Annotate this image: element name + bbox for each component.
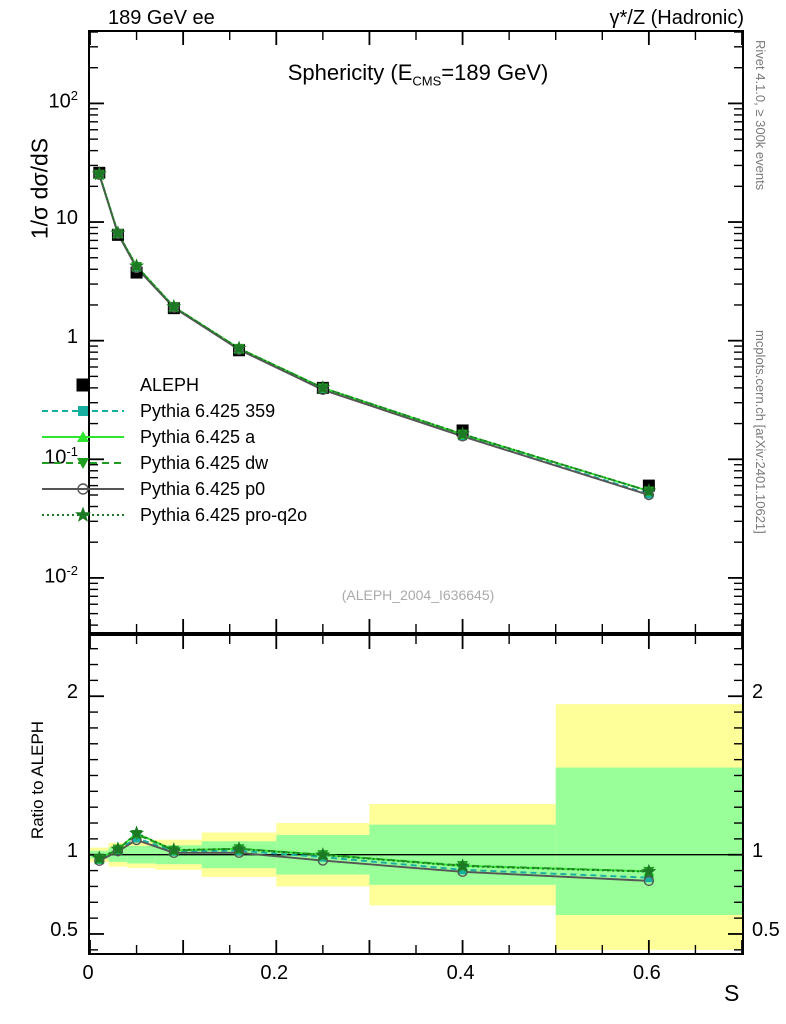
legend-label-0: ALEPH	[140, 374, 200, 395]
y-tick-ratio-right-2: 0.5	[752, 918, 780, 941]
ratio-plot-canvas	[90, 636, 742, 953]
plot-title-tail: =189 GeV)	[441, 60, 549, 85]
y-tick-ratio-right-1: 1	[752, 839, 764, 862]
header-left-label: 189 GeV ee	[108, 7, 215, 29]
header-right-label: γ*/Z (Hadronic)	[609, 7, 744, 29]
mcplots-note: mcplots.cern.ch [arXiv:2401.10621]	[753, 330, 768, 534]
legend-label-3: Pythia 6.425 dw	[140, 452, 269, 473]
y-tick-main-2: 1	[66, 325, 78, 348]
legend-item-2[interactable]: Pythia 6.425 a	[40, 424, 307, 450]
legend-key-square-icon	[40, 375, 126, 395]
legend-label-4: Pythia 6.425 p0	[140, 478, 266, 499]
legend-key-square-icon	[40, 401, 126, 421]
y-tick-ratio-left-2: 0.5	[50, 918, 78, 941]
y-tick-main-0: 102	[48, 88, 78, 114]
legend-label-2: Pythia 6.425 a	[140, 426, 256, 447]
legend-item-1[interactable]: Pythia 6.425 359	[40, 398, 307, 424]
x-tick-0: 0	[82, 962, 94, 984]
main-plot-canvas	[90, 32, 742, 632]
legend-key-triangle-down-icon	[40, 453, 126, 473]
analysis-id-watermark: (ALEPH_2004_I636645)	[341, 587, 495, 603]
x-axis-label: S	[724, 980, 740, 1006]
y-tick-ratio-left-0: 2	[66, 681, 78, 704]
plot-title-subscript: CMS	[412, 73, 442, 89]
y-tick-main-1: 10	[55, 207, 78, 230]
y-tick-ratio-right-0: 2	[752, 681, 764, 704]
rivet-version-note: Rivet 4.1.0, ≥ 300k events	[753, 40, 768, 191]
main-plot-panel: Sphericity (ECMS=189 GeV) (ALEPH_2004_I6…	[88, 30, 744, 634]
legend-item-0[interactable]: ALEPH	[40, 372, 307, 398]
legend-key-circle-icon	[40, 479, 126, 499]
legend-item-5[interactable]: Pythia 6.425 pro-q2o	[40, 502, 307, 528]
legend-key-triangle-up-icon	[40, 427, 126, 447]
ratio-plot-panel	[88, 634, 744, 955]
x-tick-1: 0.2	[260, 962, 289, 984]
plot-title: Sphericity (ECMS=189 GeV)	[90, 60, 742, 89]
x-tick-3: 0.6	[632, 962, 661, 984]
legend-label-1: Pythia 6.425 359	[140, 400, 276, 421]
legend-item-3[interactable]: Pythia 6.425 dw	[40, 450, 307, 476]
y-tick-ratio-left-1: 1	[66, 839, 78, 862]
x-tick-2: 0.4	[446, 962, 475, 984]
legend-item-4[interactable]: Pythia 6.425 p0	[40, 476, 307, 502]
legend: ALEPH Pythia 6.425 359 Pythia 6.425 a Pythi…	[40, 372, 307, 528]
legend-key-star-icon	[40, 505, 126, 525]
plot-title-main: Sphericity (E	[287, 60, 413, 85]
legend-label-5: Pythia 6.425 pro-q2o	[140, 504, 308, 525]
y-tick-main-4: 10-2	[44, 562, 78, 588]
